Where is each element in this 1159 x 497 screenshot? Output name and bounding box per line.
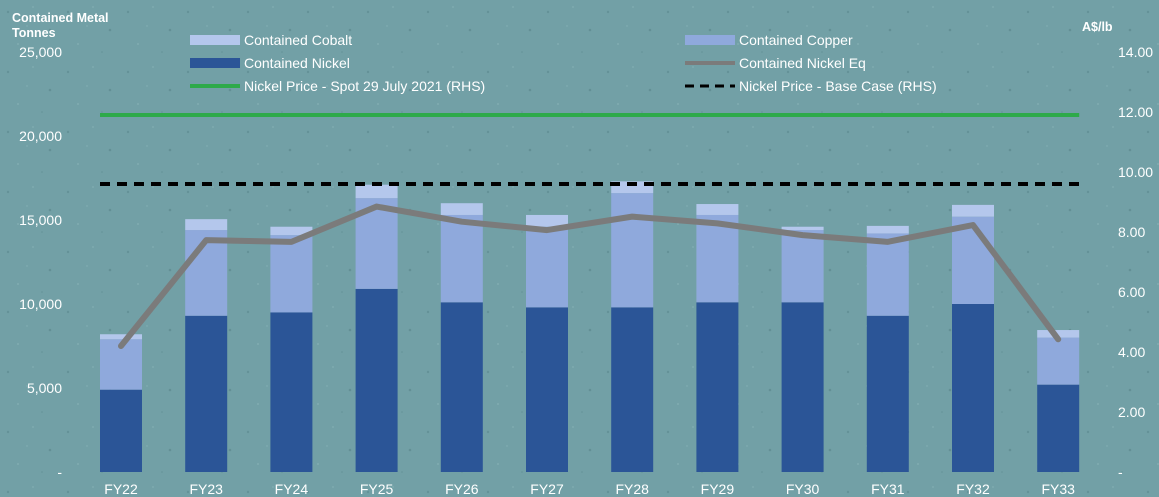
- bar-contained-copper: [270, 235, 313, 313]
- y-axis-title-line-1: Contained Metal: [12, 11, 109, 25]
- bar-contained-nickel: [526, 307, 568, 472]
- legend-label: Nickel Price - Spot 29 July 2021 (RHS): [244, 78, 485, 94]
- y-tick-label: -: [57, 464, 62, 480]
- nickel-eq-line: [118, 203, 1062, 349]
- legend-label: Contained Nickel: [244, 55, 350, 71]
- x-tick-label: FY26: [445, 481, 479, 497]
- bar-contained-nickel: [1037, 384, 1080, 472]
- bar-contained-copper: [866, 233, 909, 316]
- bar-contained-cobalt: [100, 334, 142, 340]
- right-axis-ticks: - 2.00 4.00 6.00 8.00 10.00 12.00 14.00: [1118, 44, 1153, 480]
- y-tick-label: 25,000: [19, 44, 62, 60]
- y2-tick-label: 12.00: [1118, 104, 1153, 120]
- legend-swatch: [190, 58, 240, 68]
- line-series: [100, 113, 1080, 349]
- x-tick-label: FY23: [189, 481, 223, 497]
- bar-contained-copper: [781, 230, 824, 303]
- x-tick-label: FY33: [1041, 481, 1075, 497]
- y-tick-label: 15,000: [19, 212, 62, 228]
- x-tick-label: FY28: [615, 481, 649, 497]
- bar-contained-nickel: [270, 312, 313, 472]
- bar-contained-nickel: [696, 302, 739, 472]
- x-tick-label: FY31: [871, 481, 905, 497]
- bar-contained-cobalt: [1037, 330, 1080, 338]
- bar-contained-copper: [1037, 337, 1080, 385]
- x-tick-label: FY22: [104, 481, 138, 497]
- bar-series: [100, 181, 1080, 472]
- bar-contained-copper: [611, 193, 654, 308]
- bar-contained-cobalt: [866, 225, 909, 234]
- bar-contained-nickel: [611, 307, 654, 472]
- bar-contained-cobalt: [611, 181, 654, 194]
- bar-contained-nickel: [866, 315, 909, 472]
- y-axis-title-line-2: Tonnes: [12, 26, 56, 40]
- bar-contained-copper: [526, 226, 568, 308]
- bar-contained-copper: [952, 216, 994, 304]
- x-tick-label: FY27: [530, 481, 564, 497]
- bar-contained-cobalt: [355, 184, 398, 199]
- bar-contained-cobalt: [526, 214, 568, 227]
- legend: Contained Cobalt Contained Copper Containe…: [190, 32, 937, 94]
- y2-tick-label: 10.00: [1118, 164, 1153, 180]
- bar-contained-cobalt: [696, 204, 739, 215]
- x-tick-label: FY25: [360, 481, 394, 497]
- bar-contained-nickel: [355, 288, 398, 472]
- bar-contained-cobalt: [781, 226, 824, 231]
- y-tick-label: 20,000: [19, 128, 62, 144]
- bar-contained-nickel: [781, 302, 824, 472]
- x-tick-label: FY32: [956, 481, 990, 497]
- y-tick-label: 5,000: [27, 380, 62, 396]
- y2-tick-label: 6.00: [1118, 284, 1145, 300]
- legend-label: Contained Cobalt: [244, 32, 352, 48]
- legend-label: Contained Copper: [739, 32, 853, 48]
- legend-label: Contained Nickel Eq: [739, 55, 866, 71]
- bar-contained-nickel: [440, 302, 483, 472]
- bar-contained-copper: [440, 214, 483, 303]
- bar-contained-cobalt: [185, 219, 228, 231]
- bar-contained-cobalt: [440, 203, 483, 215]
- y2-tick-label: 4.00: [1118, 344, 1145, 360]
- bar-contained-cobalt: [952, 204, 994, 217]
- bar-contained-cobalt: [270, 226, 313, 236]
- y-tick-label: 10,000: [19, 296, 62, 312]
- bar-contained-nickel: [185, 315, 228, 472]
- y2-axis-title: A$/lb: [1082, 20, 1113, 34]
- bar-contained-nickel: [100, 389, 142, 472]
- legend-swatch: [190, 35, 240, 45]
- y2-tick-label: -: [1118, 464, 1123, 480]
- legend-label: Nickel Price - Base Case (RHS): [739, 78, 937, 94]
- x-tick-label: FY29: [701, 481, 735, 497]
- y2-tick-label: 8.00: [1118, 224, 1145, 240]
- x-tick-label: FY24: [275, 481, 309, 497]
- bar-contained-copper: [696, 214, 739, 303]
- left-axis-ticks: - 5,000 10,000 15,000 20,000 25,000: [19, 44, 62, 480]
- legend-swatch: [685, 35, 735, 45]
- x-tick-label: FY30: [786, 481, 820, 497]
- y2-tick-label: 2.00: [1118, 404, 1145, 420]
- bar-contained-nickel: [952, 304, 994, 472]
- x-axis-ticks: FY22 FY23 FY24 FY25 FY26 FY27 FY28 FY29 FY30 FY31…: [104, 481, 1075, 497]
- y2-tick-label: 14.00: [1118, 44, 1153, 60]
